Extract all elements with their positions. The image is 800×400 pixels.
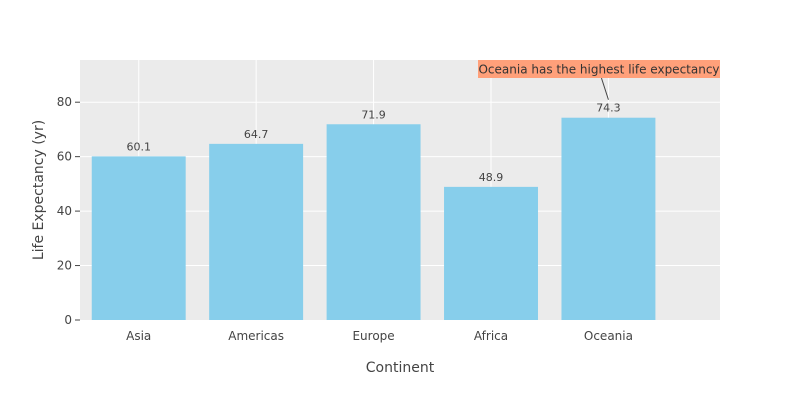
x-tick-label: Africa [474, 329, 508, 343]
bar-asia [91, 156, 186, 320]
x-tick-label: Oceania [584, 329, 633, 343]
bars [91, 117, 656, 320]
bar-africa [444, 186, 538, 320]
y-tick-label: 80 [57, 95, 72, 109]
data-label: 48.9 [479, 171, 504, 184]
y-tick-label: 60 [57, 150, 72, 164]
y-tick-label: 40 [57, 204, 72, 218]
bar-europe [326, 124, 421, 320]
y-tick-label: 20 [57, 259, 72, 273]
annotation-box [478, 60, 720, 78]
data-label: 74.3 [596, 102, 621, 115]
annotation: Oceania has the highest life expectancy [478, 60, 720, 100]
bar-americas [209, 143, 304, 320]
data-label: 60.1 [126, 140, 151, 153]
annotation-arrow [600, 77, 609, 100]
y-axis-title: Life Expectancy (yr) [31, 120, 47, 260]
data-labels: 60.1 64.7 71.9 48.9 74.3 [126, 102, 620, 184]
y-axis: 0 20 40 60 80 [57, 95, 80, 327]
x-axis-title: Continent [366, 360, 435, 376]
x-axis: Asia Americas Europe Africa Oceania [126, 329, 633, 343]
x-tick-label: Americas [228, 329, 284, 343]
data-label: 71.9 [361, 108, 386, 121]
annotation-text: Oceania has the highest life expectancy [478, 63, 719, 77]
bar-oceania [561, 117, 656, 320]
data-label: 64.7 [244, 128, 269, 141]
y-tick-label: 0 [64, 313, 72, 327]
x-tick-label: Europe [352, 329, 394, 343]
x-tick-label: Asia [126, 329, 151, 343]
